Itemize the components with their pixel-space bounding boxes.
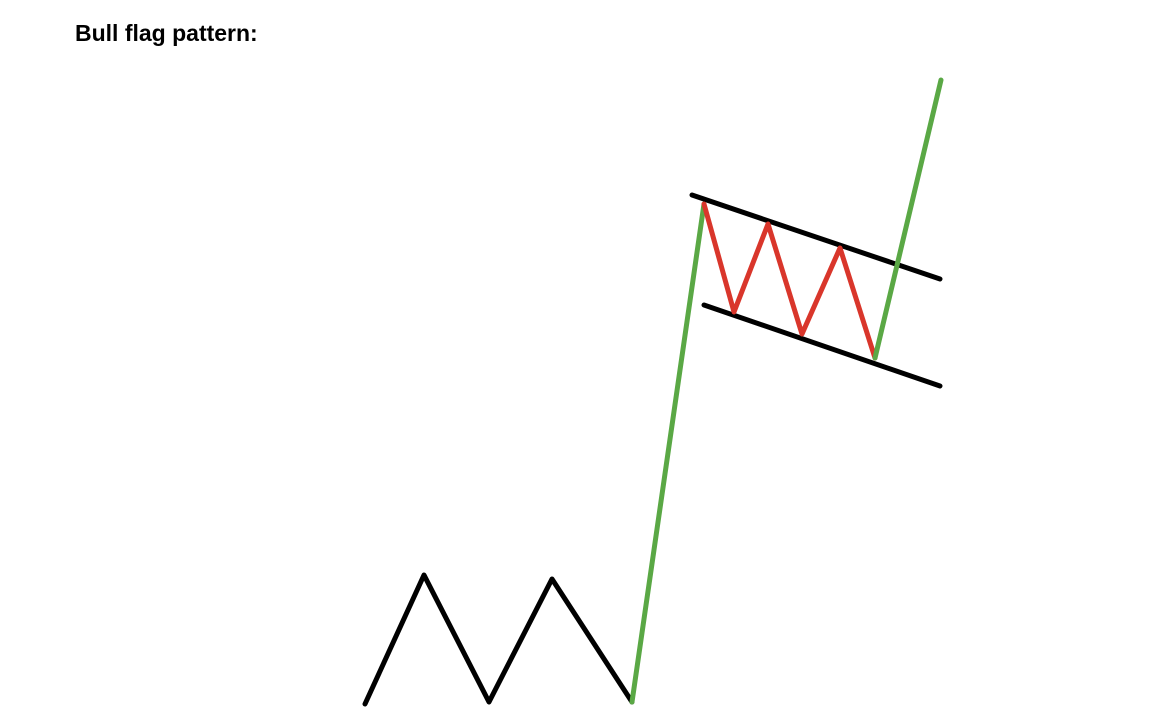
breakout-line: [872, 77, 944, 361]
flagpole-line: [629, 201, 707, 705]
page-title: Bull flag pattern:: [75, 20, 258, 46]
flag-pullback-zigzag: [701, 201, 878, 361]
lower-channel-line: [701, 302, 943, 389]
prior-trend-zigzag: [362, 572, 635, 707]
